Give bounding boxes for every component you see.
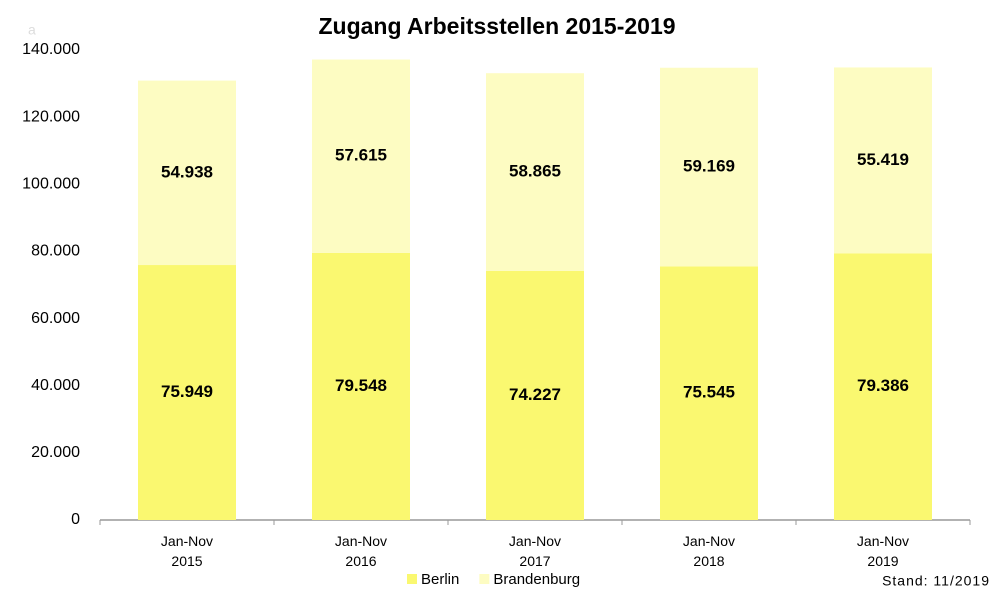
y-tick-label: 120.000: [22, 108, 80, 125]
note: Stand: 11/2019: [882, 573, 990, 589]
bar-segment: [834, 67, 932, 254]
bar-segment: [138, 80, 236, 266]
value-label: 59.169: [683, 157, 735, 176]
x-tick-label: Jan-Nov 2019: [857, 533, 909, 569]
legend-swatch: [407, 574, 417, 584]
bar-segment: [312, 252, 410, 521]
y-tick-label: 60.000: [31, 310, 80, 327]
y-tick-label: 20.000: [31, 444, 80, 461]
legend-label: Brandenburg: [493, 571, 580, 588]
value-label: 75.545: [683, 383, 735, 402]
x-tick-label: Jan-Nov 2017: [509, 533, 561, 569]
bar-segment: [660, 67, 758, 267]
bar-segment: [834, 253, 932, 520]
y-tick-label: 0: [71, 511, 80, 528]
value-label: 74.227: [509, 385, 561, 404]
y-tick-label: 40.000: [31, 377, 80, 394]
bar-segment: [486, 73, 584, 271]
value-label: 79.548: [335, 376, 387, 395]
x-tick-label: Jan-Nov 2016: [335, 533, 387, 569]
x-tick-label: Jan-Nov 2015: [161, 533, 213, 569]
value-label: 57.615: [335, 146, 387, 165]
value-label: 54.938: [161, 162, 213, 181]
legend-label: Berlin: [421, 571, 459, 588]
x-tick-label: Jan-Nov 2018: [683, 533, 735, 569]
bar-segment: [486, 270, 584, 520]
bar-segment: [312, 59, 410, 253]
annotation: a: [28, 22, 36, 38]
legend-swatch: [479, 574, 490, 584]
bar-segment: [660, 266, 758, 520]
value-label: 55.419: [857, 150, 909, 169]
y-tick-label: 140.000: [22, 41, 80, 58]
value-label: 75.949: [161, 382, 213, 401]
chart-title: Zugang Arbeitsstellen 2015-2019: [318, 13, 675, 39]
y-tick-label: 80.000: [31, 243, 80, 260]
y-tick-label: 100.000: [22, 176, 80, 193]
value-label: 79.386: [857, 376, 909, 395]
value-label: 58.865: [509, 161, 561, 180]
bar-segment: [138, 265, 236, 520]
